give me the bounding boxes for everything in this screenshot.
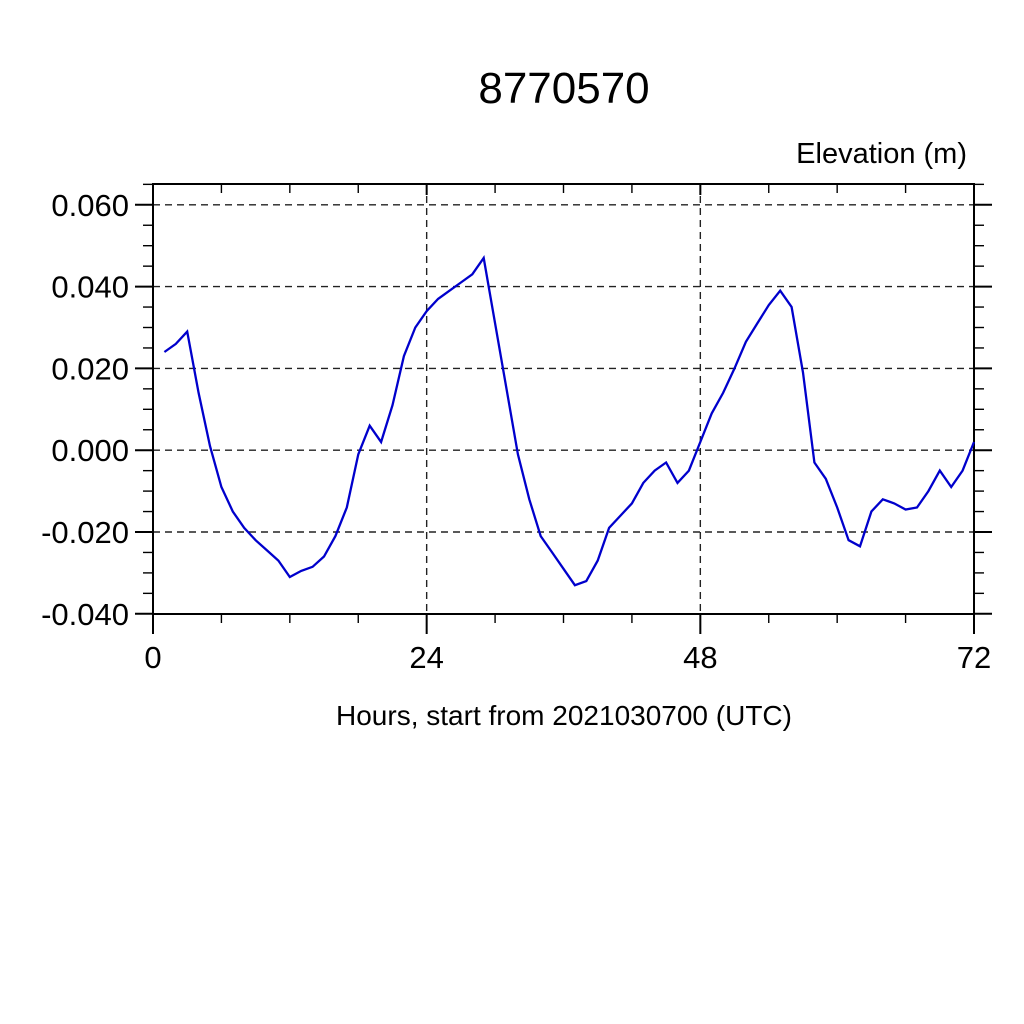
- y-axis-title: Elevation (m): [796, 138, 967, 170]
- x-tick-label: 48: [683, 640, 717, 675]
- y-tick-label: 0.060: [51, 188, 129, 223]
- y-tick-label: -0.020: [41, 515, 129, 550]
- y-tick-label: 0.040: [51, 270, 129, 305]
- x-tick-label: 72: [957, 640, 991, 675]
- x-axis-title: Hours, start from 2021030700 (UTC): [336, 700, 792, 731]
- elevation-series-line: [163, 255, 976, 587]
- chart-title: 8770570: [478, 64, 650, 113]
- x-tick-label: 24: [409, 640, 443, 675]
- y-tick-label: 0.020: [51, 351, 129, 386]
- x-tick-label: 0: [144, 640, 161, 675]
- axis-box: [152, 183, 975, 615]
- y-tick-label: 0.000: [51, 433, 129, 468]
- y-tick-label: -0.040: [41, 597, 129, 632]
